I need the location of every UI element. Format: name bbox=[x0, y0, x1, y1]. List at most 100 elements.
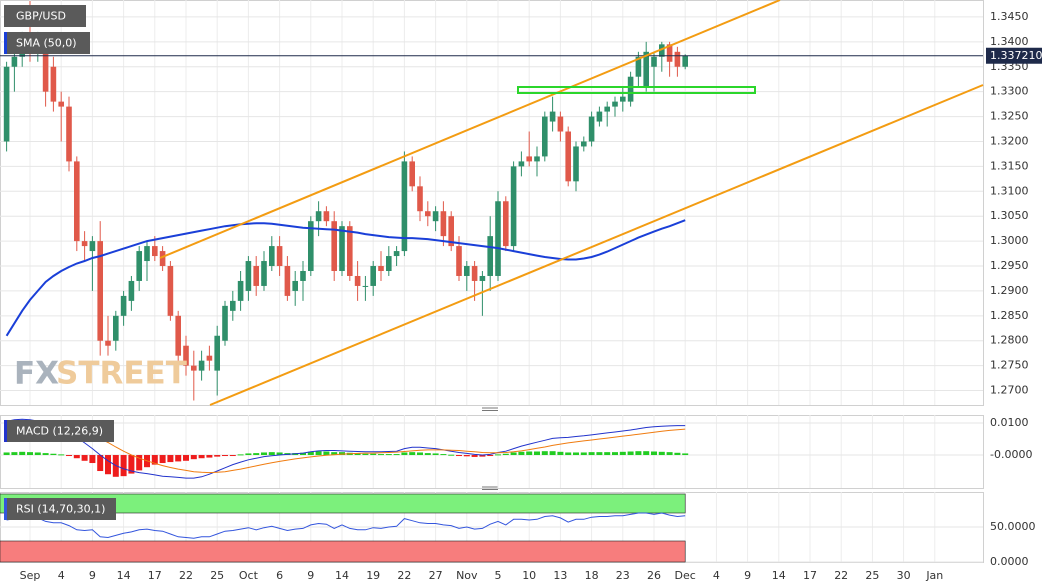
x-tick-label: 30 bbox=[897, 569, 911, 582]
candle-body bbox=[276, 246, 283, 267]
candle-body bbox=[393, 251, 400, 257]
macd-bar bbox=[183, 455, 189, 461]
candle-body bbox=[573, 146, 579, 182]
macd-bar bbox=[385, 454, 392, 456]
candle-body bbox=[58, 101, 64, 107]
macd-bar bbox=[214, 455, 221, 457]
macd-bar bbox=[97, 455, 104, 472]
y-tick-label: 1.3400 bbox=[990, 35, 1029, 48]
candle-body bbox=[456, 246, 462, 276]
x-tick-label: 19 bbox=[366, 569, 380, 582]
candle-body bbox=[284, 266, 291, 296]
candle-body bbox=[159, 251, 166, 267]
macd-bar bbox=[198, 455, 205, 459]
y-tick-label: 1.2950 bbox=[990, 259, 1029, 272]
candle-body bbox=[11, 56, 18, 67]
macd-bar bbox=[167, 455, 174, 463]
candle-body bbox=[89, 241, 96, 252]
x-tick-label: 6 bbox=[276, 569, 283, 582]
candle-body bbox=[487, 236, 493, 276]
candle-body bbox=[152, 246, 158, 257]
macd-bar bbox=[479, 455, 486, 457]
candle-body bbox=[50, 66, 57, 102]
macd-bar bbox=[11, 452, 18, 456]
macd-bar bbox=[206, 455, 213, 458]
candle-body bbox=[300, 270, 306, 281]
x-tick-label: 9 bbox=[307, 569, 314, 582]
candle-body bbox=[503, 201, 509, 247]
macd-bar bbox=[136, 455, 143, 471]
macd-bar bbox=[245, 453, 252, 456]
macd-bar bbox=[588, 452, 595, 456]
candle-body bbox=[401, 161, 408, 252]
macd-bar bbox=[120, 455, 127, 477]
candle-body bbox=[612, 101, 618, 107]
macd-bar bbox=[362, 453, 369, 456]
macd-bar bbox=[526, 451, 533, 456]
candle-body bbox=[510, 166, 517, 247]
x-tick-label: 22 bbox=[834, 569, 848, 582]
candle-body bbox=[74, 161, 80, 242]
candle-body bbox=[42, 41, 49, 92]
candle-body bbox=[81, 241, 88, 247]
x-tick-label: 23 bbox=[616, 569, 630, 582]
legend-box bbox=[4, 32, 90, 54]
y-tick-label: 1.3300 bbox=[990, 85, 1029, 98]
macd-bar bbox=[596, 452, 603, 456]
x-tick-label: 26 bbox=[647, 569, 661, 582]
macd-bar bbox=[300, 452, 306, 456]
watermark: STREET bbox=[56, 356, 187, 392]
candle-body bbox=[198, 360, 205, 371]
macd-bar bbox=[354, 453, 361, 456]
y-tick-label: 1.3250 bbox=[990, 110, 1029, 123]
price-panel bbox=[0, 0, 984, 406]
macd-bar bbox=[495, 454, 501, 456]
macd-bar bbox=[331, 452, 338, 456]
candle-body bbox=[666, 44, 673, 62]
macd-bar bbox=[471, 455, 478, 457]
macd-bar bbox=[222, 455, 228, 457]
candle-body bbox=[409, 161, 415, 187]
macd-bar bbox=[549, 451, 556, 456]
macd-bar bbox=[424, 453, 431, 456]
macd-bar bbox=[502, 453, 509, 456]
y-tick-label: 1.3450 bbox=[990, 10, 1029, 23]
macd-bar bbox=[128, 455, 135, 474]
macd-bar bbox=[401, 452, 408, 456]
macd-bar bbox=[682, 453, 689, 456]
macd-bar bbox=[432, 453, 439, 456]
x-tick-label: 14 bbox=[772, 569, 786, 582]
x-tick-label: 4 bbox=[713, 569, 720, 582]
candle-body bbox=[557, 116, 564, 132]
overbought-band bbox=[0, 493, 686, 514]
x-tick-label: 4 bbox=[58, 569, 65, 582]
candle-body bbox=[448, 216, 454, 247]
legend-box bbox=[4, 420, 114, 442]
macd-bar bbox=[541, 451, 548, 456]
panel-handle bbox=[482, 407, 498, 490]
candle-body bbox=[323, 211, 330, 222]
indicator-label: MACD (12,26,9) bbox=[16, 425, 103, 438]
y-tick-label: 1.2700 bbox=[990, 384, 1029, 397]
candle-body bbox=[659, 44, 665, 57]
x-tick-label: Sep bbox=[20, 569, 41, 582]
macd-bar bbox=[534, 451, 540, 456]
candle-body bbox=[581, 141, 587, 147]
macd-bar bbox=[440, 454, 447, 456]
candle-body bbox=[347, 226, 353, 276]
candle-body bbox=[253, 266, 259, 286]
candle-body bbox=[167, 266, 174, 316]
legend-swatch bbox=[4, 420, 7, 442]
x-tick-label: 14 bbox=[117, 569, 131, 582]
macd-bar bbox=[315, 451, 322, 456]
channel-upper bbox=[159, 0, 781, 259]
candle-body bbox=[432, 211, 439, 222]
macd-bar bbox=[487, 455, 494, 457]
symbol-label: GBP/USD bbox=[16, 10, 66, 23]
macd-bar bbox=[518, 451, 525, 456]
y-tick-label: -0.0000 bbox=[990, 448, 1032, 461]
macd-bar bbox=[323, 451, 330, 456]
candle-body bbox=[643, 51, 649, 87]
candle-body bbox=[604, 106, 610, 112]
